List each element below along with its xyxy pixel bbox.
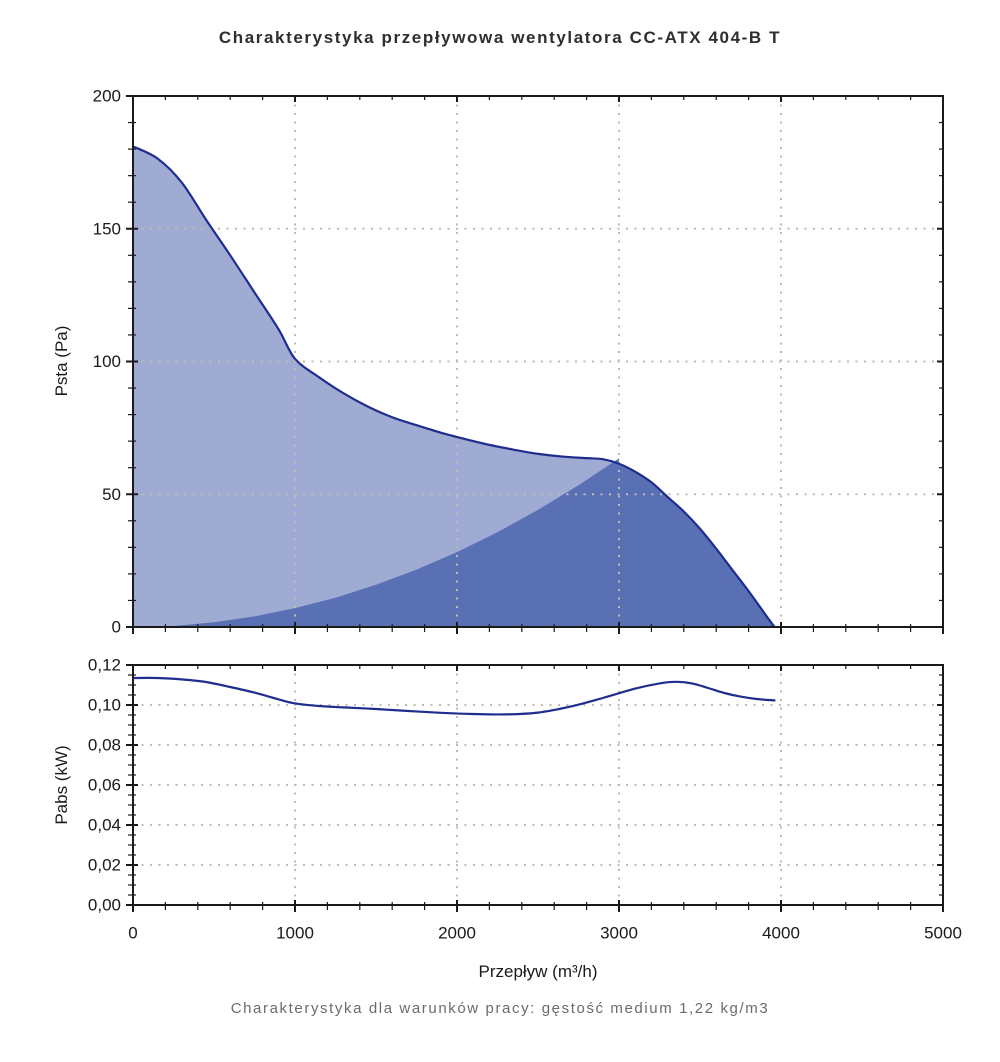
y-tick-label: 0,00 — [88, 896, 121, 915]
tick-labels: 0,00 0,02 0,04 0,06 0,08 0,10 0,12 0 1000 2000 300… — [88, 656, 962, 943]
y-tick-label: 200 — [93, 87, 121, 106]
grid-lines — [133, 665, 943, 905]
psta-axis-label: Psta (Pa) — [52, 325, 71, 397]
axis-ticks — [126, 664, 944, 912]
x-tick-label: 4000 — [762, 924, 800, 943]
x-tick-label: 1000 — [276, 924, 314, 943]
y-tick-label: 100 — [93, 352, 121, 371]
x-tick-label: 3000 — [600, 924, 638, 943]
y-tick-label: 0,12 — [88, 656, 121, 675]
y-tick-label: 0 — [112, 618, 121, 637]
flow-axis-label: Przepływ (m³/h) — [478, 962, 598, 981]
x-tick-label: 2000 — [438, 924, 476, 943]
pabs-axis-label: Pabs (kW) — [52, 745, 71, 825]
x-tick-label: 5000 — [924, 924, 962, 943]
y-tick-label: 0,02 — [88, 856, 121, 875]
system-curve-area — [133, 458, 775, 627]
figure-caption: Charakterystyka dla warunków pracy: gęst… — [230, 1000, 770, 1017]
grid-lines — [133, 96, 943, 627]
power-chart: 0,00 0,02 0,04 0,06 0,08 0,10 0,12 0 1000 2000 300… — [88, 656, 962, 943]
y-tick-label: 0,06 — [88, 776, 121, 795]
fan-curve-line — [131, 145, 776, 629]
pressure-chart: 0 50 100 150 200 — [93, 87, 944, 637]
y-tick-label: 0,04 — [88, 816, 121, 835]
power-curve-line — [131, 676, 776, 716]
x-tick-label: 0 — [128, 924, 137, 943]
axis-ticks — [126, 95, 944, 634]
y-tick-label: 150 — [93, 219, 121, 238]
chart-title: Charakterystyka przepływowa wentylatora … — [218, 28, 782, 47]
y-tick-label: 0,08 — [88, 736, 121, 755]
y-tick-label: 0,10 — [88, 696, 121, 715]
y-tick-label: 50 — [102, 485, 121, 504]
tick-labels: 0 50 100 150 200 — [93, 87, 121, 637]
